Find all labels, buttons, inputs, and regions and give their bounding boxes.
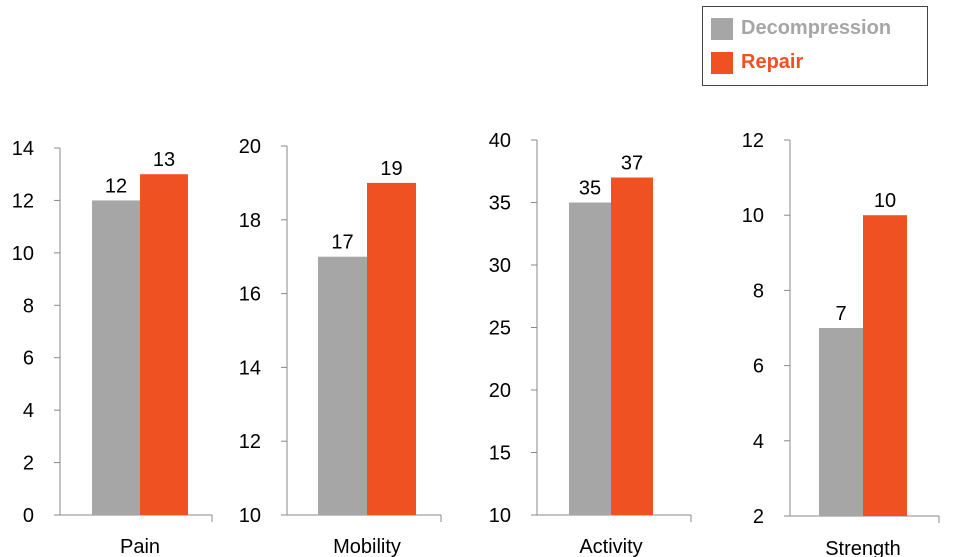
y-tick-label: 4 — [753, 431, 764, 453]
bar-decompression — [819, 328, 863, 516]
bar-repair — [611, 177, 653, 515]
y-tick-label: 30 — [489, 255, 511, 277]
y-tick-label: 10 — [742, 205, 764, 227]
y-tick-label: 0 — [23, 505, 34, 527]
y-tick-label: 6 — [23, 348, 34, 370]
data-label-repair: 19 — [380, 158, 402, 180]
y-tick-label: 12 — [742, 130, 764, 152]
y-tick-label: 35 — [489, 193, 511, 215]
y-tick-label: 4 — [23, 400, 34, 422]
y-tick-label: 12 — [12, 190, 34, 212]
bar-decompression — [569, 202, 611, 515]
data-label-repair: 13 — [153, 149, 175, 171]
y-tick-label: 20 — [239, 136, 261, 158]
legend-swatch-decompression — [711, 17, 733, 40]
y-tick-label: 12 — [239, 431, 261, 453]
data-label-decompression: 35 — [579, 178, 601, 200]
legend-label-repair: Repair — [741, 51, 804, 73]
y-tick-label: 18 — [239, 210, 261, 232]
y-tick-label: 2 — [23, 453, 34, 475]
category-label: Pain — [120, 536, 160, 557]
y-tick-label: 15 — [489, 443, 511, 465]
y-tick-label: 14 — [12, 138, 34, 160]
category-label: Strength — [825, 538, 901, 557]
category-label: Mobility — [333, 536, 401, 557]
y-tick-label: 2 — [753, 506, 764, 528]
y-tick-label: 10 — [239, 505, 261, 527]
data-label-repair: 10 — [874, 190, 896, 212]
data-label-repair: 37 — [621, 153, 643, 175]
legend-item-decompression: Decompression — [711, 17, 891, 40]
legend-swatch-repair — [711, 51, 733, 74]
bar-repair — [367, 182, 416, 515]
bar-repair — [863, 215, 907, 516]
y-tick-label: 40 — [489, 130, 511, 152]
y-tick-label: 10 — [12, 243, 34, 265]
bar-repair — [140, 174, 188, 515]
y-tick-label: 14 — [239, 357, 261, 379]
category-label: Activity — [579, 536, 642, 557]
chart-legend: Decompression Repair — [702, 6, 928, 86]
y-tick-label: 20 — [489, 380, 511, 402]
bar-decompression — [92, 200, 140, 515]
y-tick-label: 16 — [239, 284, 261, 306]
bar-decompression — [318, 256, 367, 515]
y-tick-label: 10 — [489, 505, 511, 527]
legend-label-decompression: Decompression — [741, 17, 892, 39]
data-label-decompression: 17 — [331, 232, 353, 254]
legend-item-repair: Repair — [711, 51, 803, 74]
y-tick-label: 6 — [753, 356, 764, 378]
y-tick-label: 8 — [23, 295, 34, 317]
data-label-decompression: 7 — [835, 303, 846, 325]
y-tick-label: 25 — [489, 318, 511, 340]
data-label-decompression: 12 — [105, 175, 127, 197]
y-tick-label: 8 — [753, 280, 764, 302]
